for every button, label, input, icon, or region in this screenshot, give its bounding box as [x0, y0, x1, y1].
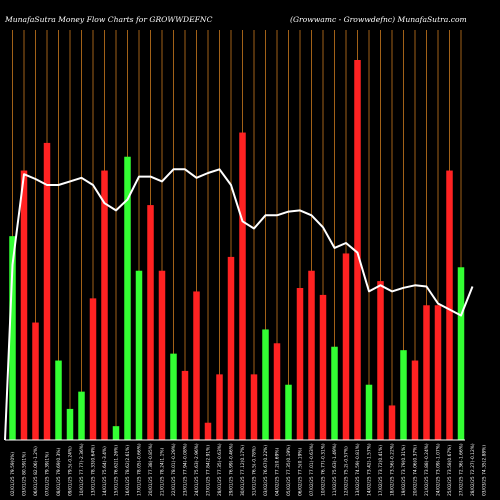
outflow-bar: [434, 305, 442, 440]
outflow-bar: [147, 205, 154, 440]
x-tick-label: 03/02/25 76.67(0.22%): [263, 445, 269, 496]
outflow-bar: [342, 253, 350, 440]
x-tick-label: 11/02/25 75.63(-1.49%): [332, 443, 338, 496]
inflow-bar: [124, 156, 131, 440]
x-tick-label: 07/01/25 79.39(1%): [45, 452, 51, 496]
x-tick-label: 21/02/25 73.88(-0.24%): [424, 443, 430, 496]
x-tick-label: 04/02/25 77.2(0.69%): [275, 447, 281, 496]
price-line-layer: [4, 168, 474, 441]
x-tick-label: 17/01/25 78.05(-0.66%): [137, 443, 143, 496]
inflow-bar: [9, 236, 16, 440]
x-tick-label: 21/01/25 78.24(1.1%): [160, 447, 166, 496]
x-tick-label: 05/02/25 77.35(0.19%): [286, 445, 292, 496]
outflow-bar: [308, 270, 315, 440]
inflow-bar: [112, 426, 120, 440]
x-tick-label: 03/03/25 74.35(2.88%): [482, 445, 488, 496]
inflow-bar: [400, 350, 407, 440]
inflow-bar: [365, 384, 373, 440]
x-tick-label: 09/01/25 79.5(-0.24%): [68, 446, 74, 496]
x-tick-label: 03/01/25 80.59(1%): [22, 452, 28, 496]
x-tick-label: 13/02/25 74.59(-0.81%): [355, 443, 361, 496]
x-tick-label: 14/01/25 75.64(-3.4%): [102, 446, 108, 496]
outflow-bar: [446, 170, 453, 440]
inflow-bar: [135, 270, 143, 440]
x-tick-label: 02/01/25 79.59(0%): [10, 452, 16, 496]
outflow-bar: [319, 294, 327, 440]
outflow-bar: [250, 374, 258, 440]
x-tick-label: 20/02/25 74.06(0.37%): [413, 445, 419, 496]
x-tick-label: 24/02/25 73.09(-1.07%): [436, 443, 442, 496]
x-tick-label: 16/01/25 78.62(2.61%): [125, 445, 131, 496]
x-tick-label: 13/01/25 78.33(0.64%): [91, 445, 97, 496]
outflow-bar: [158, 270, 166, 440]
money-flow-bars: [9, 60, 465, 440]
inflow-bar: [78, 391, 85, 440]
x-tick-label: 19/02/25 73.79(0.31%): [401, 445, 407, 496]
x-tick-label: 31/01/25 76.5(-0.78%): [252, 446, 258, 496]
chart-title: MunafaSutra Money Flow Charts for GROWWD…: [4, 15, 213, 24]
inflow-bar: [262, 329, 269, 440]
x-tick-label: 10/01/25 77.77(-2.36%): [79, 443, 85, 496]
x-tick-label: 12/02/25 75.2(-0.57%): [344, 446, 350, 496]
inflow-bar: [66, 408, 74, 440]
outflow-bar: [181, 370, 189, 440]
chart-source: (Growwamc - Growwdefnc) MunafaSutra.com: [290, 15, 467, 24]
x-tick-label: 22/01/25 78.01(-0.29%): [171, 443, 177, 496]
x-tick-label: 27/02/25 72.36(-1.66%): [459, 443, 465, 496]
outflow-bar: [89, 298, 97, 440]
x-tick-label: 28/02/25 72.27(-0.12%): [470, 443, 476, 496]
x-axis-tick-labels: 02/01/25 79.59(0%) 03/01/25 80.59(1%) 06/0…: [10, 443, 488, 496]
x-tick-label: 18/02/25 73.56(-0.22%): [390, 443, 396, 496]
inflow-bar: [331, 346, 338, 440]
x-tick-label: 07/02/25 77.01(-0.63%): [309, 443, 315, 496]
inflow-bar: [170, 353, 177, 440]
x-tick-label: 08/01/25 79.69(0.3%): [56, 447, 62, 496]
x-tick-label: 20/01/25 77.38(-0.85%): [148, 443, 154, 496]
outflow-bar: [273, 343, 281, 440]
x-tick-label: 29/01/25 76.99(-0.46%): [229, 443, 235, 496]
outflow-bar: [43, 142, 51, 440]
x-tick-label: 06/02/25 77.5(0.19%): [298, 447, 304, 496]
outflow-bar: [32, 322, 39, 440]
x-tick-label: 25/02/25 73.58(0.67%): [447, 445, 453, 496]
inflow-bar: [285, 384, 292, 440]
x-tick-label: 23/01/25 77.94(-0.08%): [183, 443, 189, 496]
outflow-bar: [204, 422, 212, 440]
outflow-bar: [423, 305, 430, 440]
outflow-bar: [354, 60, 361, 440]
x-tick-label: 24/01/25 75.63(-2.96%): [194, 443, 200, 496]
x-tick-label: 10/02/25 76.77(-0.31%): [321, 443, 327, 496]
inflow-bar: [55, 360, 62, 440]
x-tick-label: 30/01/25 77.12(0.17%): [240, 445, 246, 496]
outflow-bar: [296, 288, 304, 440]
outflow-bar: [193, 291, 200, 440]
outflow-bar: [239, 132, 246, 440]
x-tick-label: 27/01/25 77.84(2.91%): [206, 445, 212, 496]
outflow-bar: [411, 360, 419, 440]
outflow-bar: [227, 256, 235, 440]
x-tick-label: 15/01/25 76.62(1.26%): [114, 445, 120, 496]
x-tick-label: 14/02/25 73.42(-1.57%): [367, 443, 373, 496]
outflow-bar: [101, 170, 108, 440]
outflow-bar: [216, 374, 223, 440]
outflow-bar: [20, 170, 28, 440]
x-tick-label: 17/02/25 73.72(0.41%): [378, 445, 384, 496]
price-line: [4, 168, 474, 441]
x-tick-label: 28/01/25 77.35(-0.63%): [217, 443, 223, 496]
outflow-bar: [377, 281, 384, 440]
outflow-bar: [388, 405, 396, 440]
inflow-bar: [457, 267, 465, 440]
x-tick-label: 06/01/25 82.06(-1.2%): [33, 446, 39, 496]
